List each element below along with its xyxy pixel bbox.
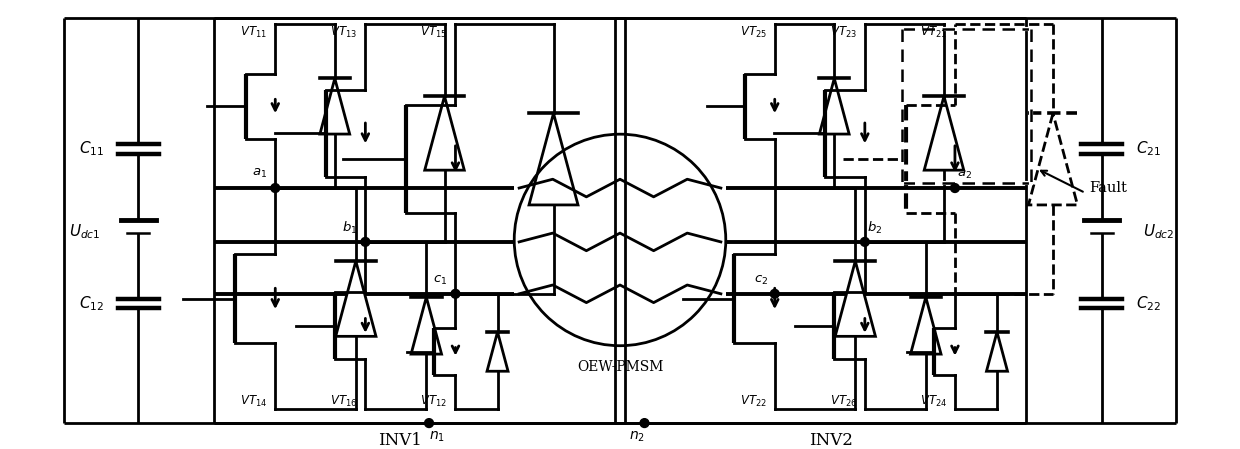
- Polygon shape: [412, 297, 441, 354]
- Circle shape: [770, 290, 779, 298]
- Polygon shape: [320, 79, 350, 134]
- Text: $C_{21}$: $C_{21}$: [1136, 140, 1162, 158]
- Polygon shape: [425, 96, 464, 170]
- Text: INV1: INV1: [378, 432, 422, 449]
- Polygon shape: [529, 113, 578, 205]
- Text: $a_1$: $a_1$: [252, 167, 267, 180]
- Text: $VT_{26}$: $VT_{26}$: [830, 394, 857, 409]
- Text: $VT_{24}$: $VT_{24}$: [920, 394, 947, 409]
- Polygon shape: [487, 332, 508, 371]
- Circle shape: [640, 418, 649, 427]
- Text: $VT_{22}$: $VT_{22}$: [740, 394, 766, 409]
- Polygon shape: [910, 297, 941, 354]
- Text: $a_2$: $a_2$: [957, 168, 972, 181]
- Text: $VT_{25}$: $VT_{25}$: [740, 25, 766, 40]
- Text: $C_{12}$: $C_{12}$: [78, 294, 104, 313]
- Circle shape: [451, 290, 460, 298]
- Text: $C_{11}$: $C_{11}$: [78, 140, 104, 158]
- Circle shape: [861, 238, 869, 247]
- Text: $b_1$: $b_1$: [342, 220, 357, 236]
- Text: $b_2$: $b_2$: [867, 220, 883, 236]
- Polygon shape: [924, 96, 963, 170]
- Text: $VT_{12}$: $VT_{12}$: [420, 394, 448, 409]
- Polygon shape: [836, 261, 875, 336]
- Circle shape: [270, 184, 280, 193]
- Text: $VT_{11}$: $VT_{11}$: [241, 25, 267, 40]
- Circle shape: [361, 238, 370, 247]
- Text: $n_1$: $n_1$: [429, 430, 445, 444]
- Text: $VT_{14}$: $VT_{14}$: [241, 394, 268, 409]
- Polygon shape: [820, 79, 849, 134]
- Text: $VT_{13}$: $VT_{13}$: [330, 25, 357, 40]
- Text: $VT_{16}$: $VT_{16}$: [330, 394, 357, 409]
- Polygon shape: [987, 332, 1008, 371]
- Text: $c_2$: $c_2$: [754, 273, 768, 286]
- Text: $VT_{21}$: $VT_{21}$: [920, 25, 947, 40]
- Text: $c_1$: $c_1$: [433, 273, 446, 286]
- Text: $VT_{15}$: $VT_{15}$: [420, 25, 448, 40]
- Text: $n_2$: $n_2$: [629, 430, 645, 444]
- Circle shape: [951, 184, 960, 193]
- Polygon shape: [1028, 113, 1078, 205]
- Circle shape: [424, 418, 434, 427]
- Text: $C_{22}$: $C_{22}$: [1136, 294, 1162, 313]
- Text: $VT_{23}$: $VT_{23}$: [830, 25, 857, 40]
- Polygon shape: [336, 261, 376, 336]
- Text: OEW-PMSM: OEW-PMSM: [577, 360, 663, 374]
- Text: INV2: INV2: [808, 432, 852, 449]
- Text: $U_{dc1}$: $U_{dc1}$: [68, 223, 100, 242]
- Text: Fault: Fault: [1089, 181, 1127, 195]
- Text: $U_{dc2}$: $U_{dc2}$: [1143, 223, 1174, 242]
